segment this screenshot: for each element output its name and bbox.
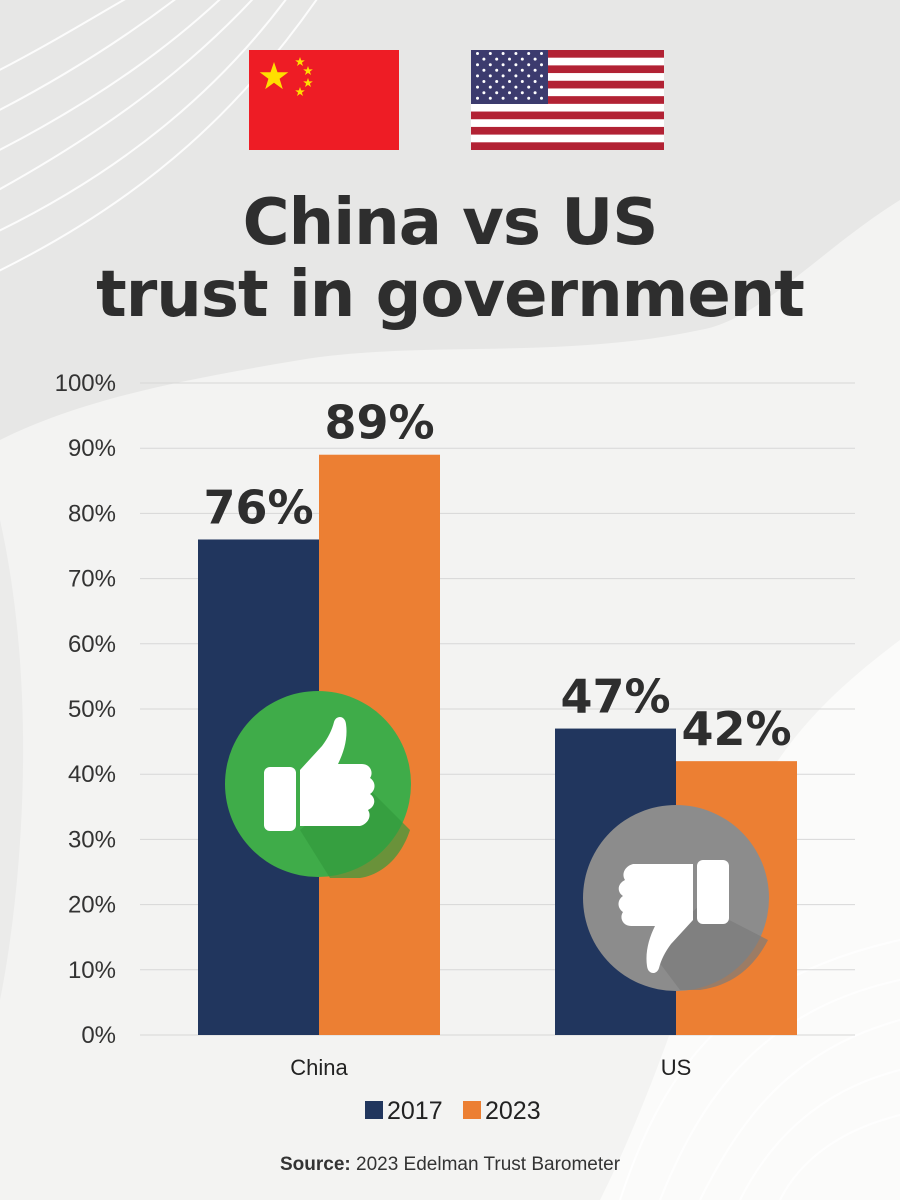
- y-tick-label: 80%: [68, 500, 116, 527]
- source-note: Source: 2023 Edelman Trust Barometer: [0, 1154, 900, 1176]
- legend-swatch-2017: [365, 1101, 383, 1119]
- y-tick-label: 10%: [68, 957, 116, 984]
- legend-label-2023: 2023: [485, 1097, 541, 1125]
- legend-swatch-2023: [463, 1101, 481, 1119]
- y-tick-label: 70%: [68, 566, 116, 593]
- y-tick-label: 20%: [68, 892, 116, 919]
- source-text: 2023 Edelman Trust Barometer: [356, 1154, 621, 1175]
- us-flag: [471, 50, 664, 150]
- data-label-us-2023: 42%: [681, 702, 791, 756]
- x-category-label: US: [661, 1055, 692, 1080]
- legend-label-2017: 2017: [387, 1097, 443, 1125]
- y-tick-label: 90%: [68, 435, 116, 462]
- source-label: Source:: [279, 1154, 351, 1175]
- y-tick-label: 60%: [68, 631, 116, 658]
- chart-title-line-1: China vs US: [242, 186, 659, 260]
- bar-chart: 0% 10% 20% 30% 40% 50% 60% 70% 80% 90% 100% 76%89% C…: [55, 370, 855, 1125]
- data-label-china-2023: 89%: [324, 396, 434, 450]
- thumbs-up-icon: [225, 691, 411, 878]
- y-tick-label: 100%: [55, 370, 116, 397]
- y-tick-label: 50%: [68, 696, 116, 723]
- data-label-us-2017: 47%: [560, 670, 670, 724]
- thumbs-down-icon: [583, 805, 769, 991]
- china-flag: [249, 50, 399, 150]
- y-tick-label: 0%: [81, 1022, 116, 1049]
- y-tick-label: 30%: [68, 826, 116, 853]
- x-category-label: China: [290, 1055, 348, 1080]
- y-tick-label: 40%: [68, 761, 116, 788]
- chart-title-line-2: trust in government: [96, 258, 805, 332]
- data-label-china-2017: 76%: [203, 480, 313, 534]
